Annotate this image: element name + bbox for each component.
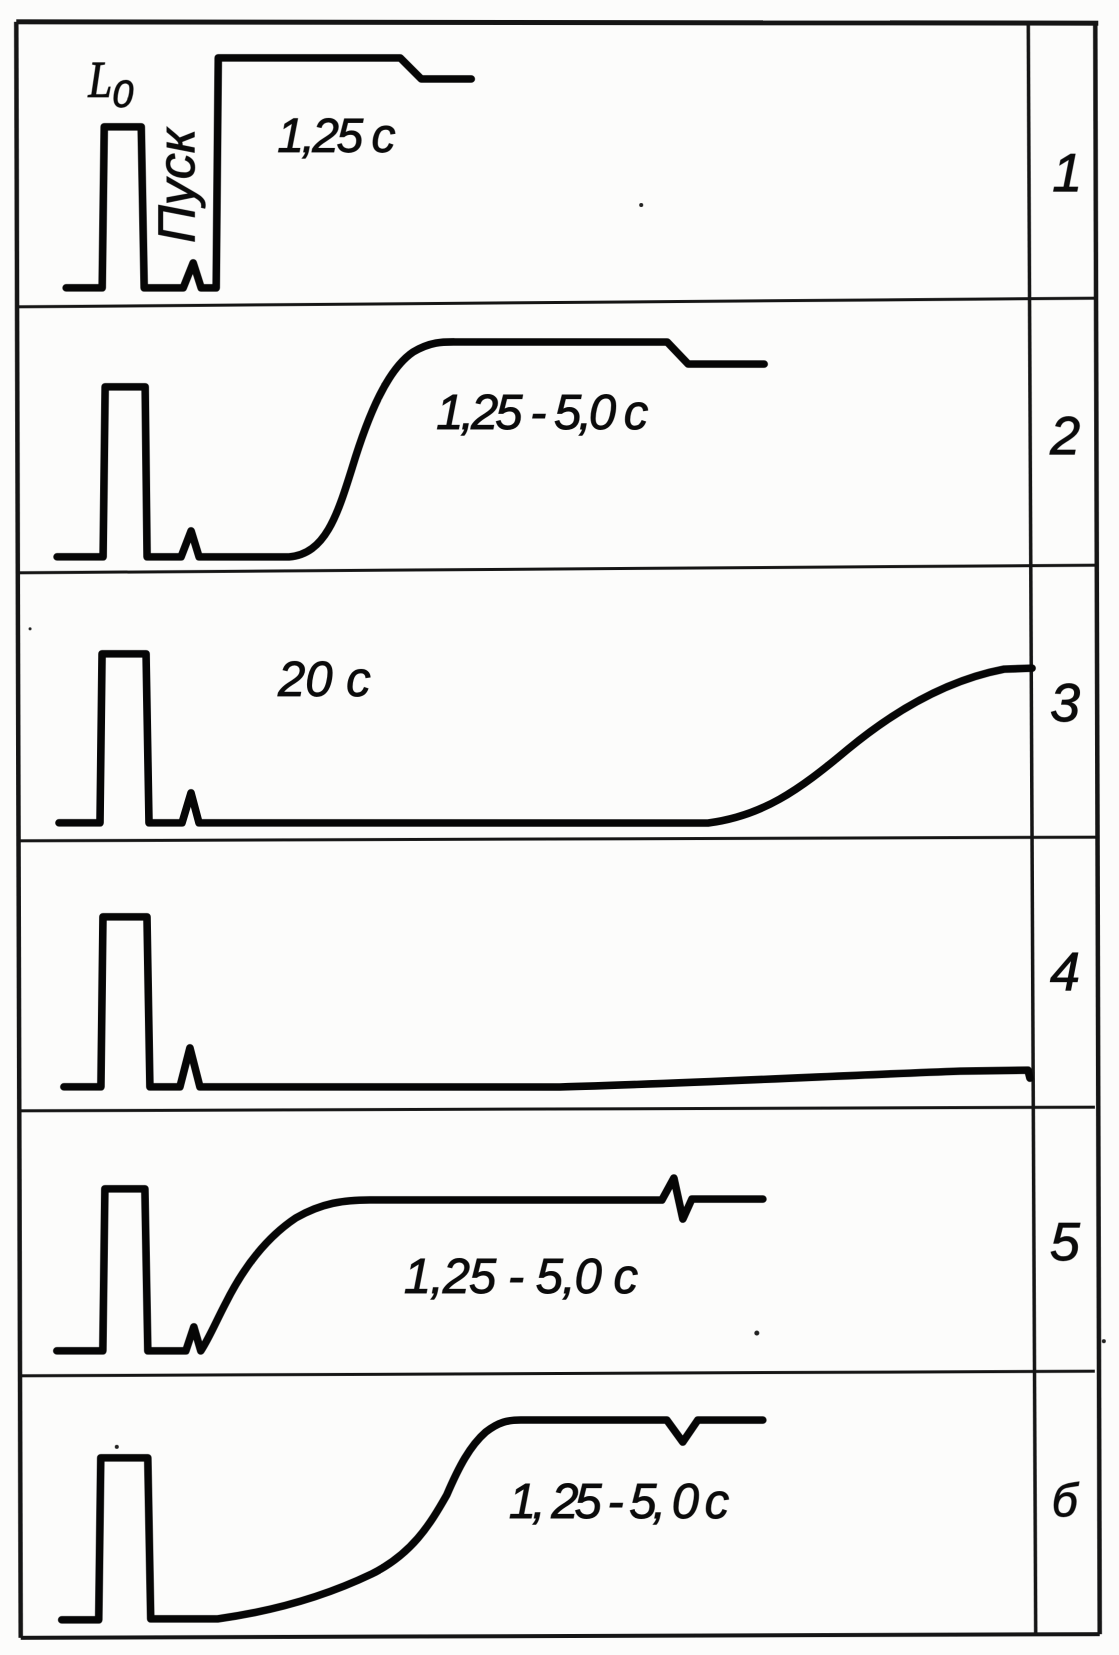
svg-text:2: 2 [1049,406,1080,466]
svg-text:20 с: 20 с [277,653,371,707]
svg-text:0: 0 [112,74,133,116]
svg-text:5: 5 [1050,1212,1081,1272]
svg-text:б: б [1052,1474,1080,1526]
svg-text:1,25 - 5,0 с: 1,25 - 5,0 с [404,1250,638,1304]
svg-text:L: L [87,52,112,109]
svg-text:1: 1 [1052,143,1082,203]
svg-text:1, 25 - 5, 0 с: 1, 25 - 5, 0 с [509,1475,729,1529]
svg-text:Пуск: Пуск [148,126,206,243]
svg-text:1,25 - 5,0 с: 1,25 - 5,0 с [436,386,648,440]
svg-text:1,25 с: 1,25 с [277,110,395,163]
svg-text:3: 3 [1050,673,1080,733]
svg-text:4: 4 [1050,942,1080,1002]
